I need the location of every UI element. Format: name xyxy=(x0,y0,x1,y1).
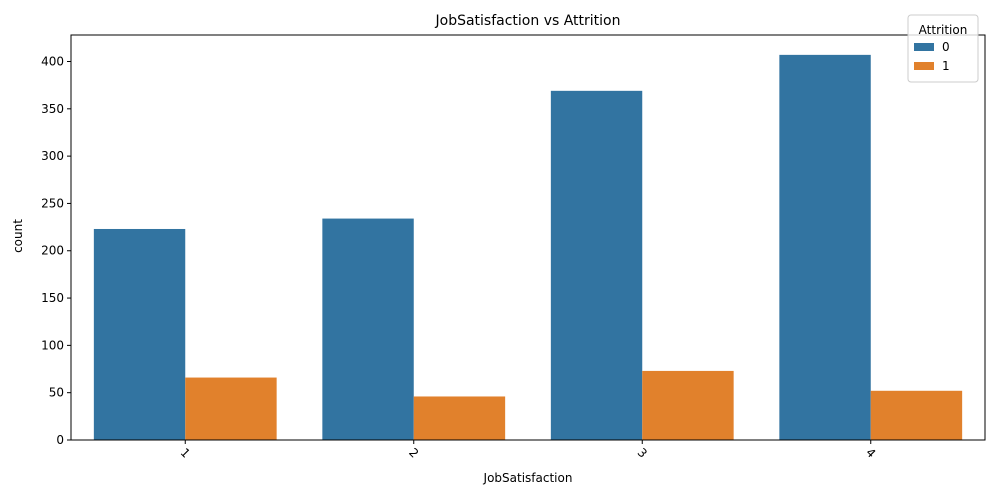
bar-series-0-cat-3 xyxy=(550,90,643,440)
bar-series-1-cat-2 xyxy=(413,396,506,440)
y-tick-label: 200 xyxy=(41,244,64,258)
y-tick-label: 350 xyxy=(41,102,64,116)
plot-area: 0 50 100 150 200 250 300 350 400 1 2 3 4 xyxy=(41,34,986,461)
bar-series-0-cat-2 xyxy=(322,218,414,440)
bar-series-1-cat-4 xyxy=(870,390,963,440)
legend-swatch-1 xyxy=(914,62,934,70)
y-tick-label: 400 xyxy=(41,54,64,68)
y-tick-label: 250 xyxy=(41,196,64,210)
x-tick-label: 3 xyxy=(635,445,650,460)
legend: Attrition 0 1 xyxy=(907,14,979,83)
bar-series-1-cat-3 xyxy=(642,370,734,440)
y-tick-label: 100 xyxy=(41,338,64,352)
bar-series-1-cat-1 xyxy=(185,377,277,440)
x-tick-label: 2 xyxy=(406,445,421,460)
y-tick-label: 50 xyxy=(49,386,64,400)
bar-series-0-cat-1 xyxy=(93,228,186,440)
x-tick-label: 4 xyxy=(863,445,878,460)
y-axis-title: count xyxy=(11,219,25,253)
y-tick-label: 0 xyxy=(56,433,64,447)
legend-label-0: 0 xyxy=(942,40,950,54)
y-tick-label: 300 xyxy=(41,149,64,163)
legend-label-1: 1 xyxy=(942,59,950,73)
x-axis-title: JobSatisfaction xyxy=(483,471,573,485)
chart-title: JobSatisfaction vs Attrition xyxy=(435,13,621,29)
y-tick-label: 150 xyxy=(41,291,64,305)
legend-title: Attrition xyxy=(919,23,968,37)
x-tick-label: 1 xyxy=(178,445,193,460)
plot-frame xyxy=(70,34,986,441)
bar-series-0-cat-4 xyxy=(779,54,871,441)
legend-swatch-0 xyxy=(914,43,934,51)
